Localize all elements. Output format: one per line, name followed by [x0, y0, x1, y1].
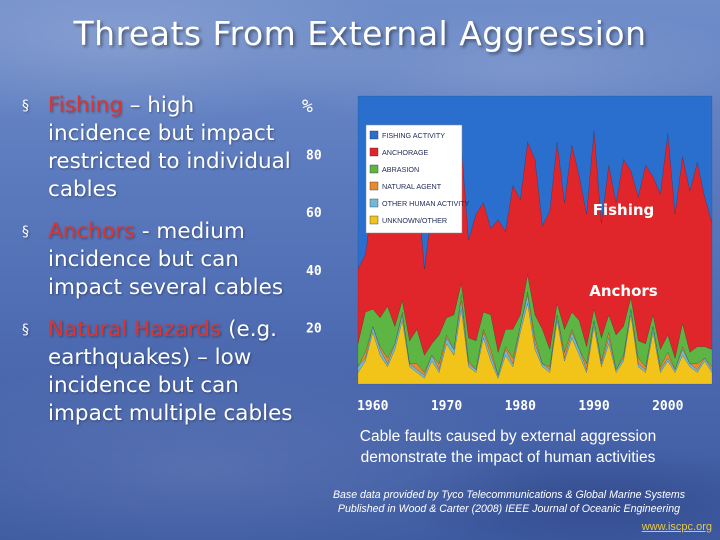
- legend-swatch: [369, 164, 379, 174]
- bullet-marker: §: [22, 224, 29, 240]
- bullet-anchors: § Anchors - medium incidence but can impa…: [22, 218, 294, 302]
- legend: FISHING ACTIVITY ANCHORAGE ABRASION NATURAL…: [365, 124, 470, 234]
- series-area-4: [357, 130, 713, 359]
- series-area-2: [357, 291, 713, 377]
- series-area-0: [357, 303, 713, 385]
- bullet-text: (e.g. earthquakes) – low incidence but c…: [48, 317, 293, 426]
- source-line: Base data provided by Tyco Telecommunica…: [332, 489, 686, 501]
- legend-label: ANCHORAGE: [382, 148, 429, 157]
- x-tick-label: 1990: [578, 399, 609, 414]
- legend-label: NATURAL AGENT: [382, 182, 442, 191]
- bullet-marker: §: [22, 322, 29, 338]
- source-credit: Base data provided by Tyco Telecommunica…: [300, 488, 718, 516]
- y-tick-label: 80: [306, 149, 322, 164]
- caption-line: demonstrate the impact of human activiti…: [360, 449, 656, 466]
- x-tick-label: 1960: [357, 399, 388, 414]
- website-link[interactable]: www.iscpc.org: [641, 521, 712, 533]
- legend-label: FISHING ACTIVITY: [382, 131, 445, 140]
- x-tick-label: 2000: [652, 399, 683, 414]
- bullet-text: - medium incidence but can impact severa…: [48, 219, 284, 300]
- axis-labels: % 20 40 60 80 1960 1970 1980 1990 2000: [302, 96, 684, 414]
- bullet-fishing: § Fishing – high incidence but impact res…: [22, 92, 294, 204]
- legend-label: ABRASION: [382, 165, 419, 174]
- bullet-key: Natural Hazards: [48, 317, 222, 342]
- caption-line: Cable faults caused by external aggressi…: [359, 428, 657, 445]
- legend-swatch: [369, 181, 379, 191]
- bullet-key: Fishing: [48, 93, 123, 118]
- bullet-marker: §: [22, 98, 29, 114]
- annotation-anchors: Anchors: [589, 282, 658, 300]
- legend-swatch: [369, 198, 379, 208]
- y-axis-label: %: [302, 96, 313, 117]
- bullet-natural-hazards: § Natural Hazards (e.g. earthquakes) – lo…: [22, 316, 294, 428]
- chart-annotations: Fishing Anchors: [589, 201, 658, 300]
- x-tick-label: 1970: [431, 399, 462, 414]
- legend-swatch: [369, 147, 379, 157]
- chart-caption: Cable faults caused by external aggressi…: [318, 426, 698, 468]
- bullet-text: – high incidence but impact restricted t…: [48, 93, 291, 202]
- y-tick-label: 20: [306, 321, 322, 336]
- legend-box: [365, 124, 463, 234]
- bullet-key: Anchors: [48, 219, 135, 244]
- legend-swatch: [369, 215, 379, 225]
- x-tick-label: 1980: [505, 399, 536, 414]
- series-area-1: [357, 294, 713, 379]
- legend-swatch: [369, 130, 379, 140]
- y-tick-label: 60: [306, 206, 322, 221]
- y-tick-label: 40: [306, 264, 322, 279]
- legend-label: OTHER HUMAN ACTIVITY: [382, 199, 470, 208]
- series-area-3: [357, 274, 713, 377]
- source-line: Published in Wood & Carter (2008) IEEE J…: [337, 503, 681, 515]
- annotation-fishing: Fishing: [593, 201, 655, 219]
- slide-title: Threats From External Aggression: [73, 14, 647, 53]
- legend-label: UNKNOWN/OTHER: [382, 216, 447, 225]
- bullet-list: § Fishing – high incidence but impact res…: [22, 92, 294, 442]
